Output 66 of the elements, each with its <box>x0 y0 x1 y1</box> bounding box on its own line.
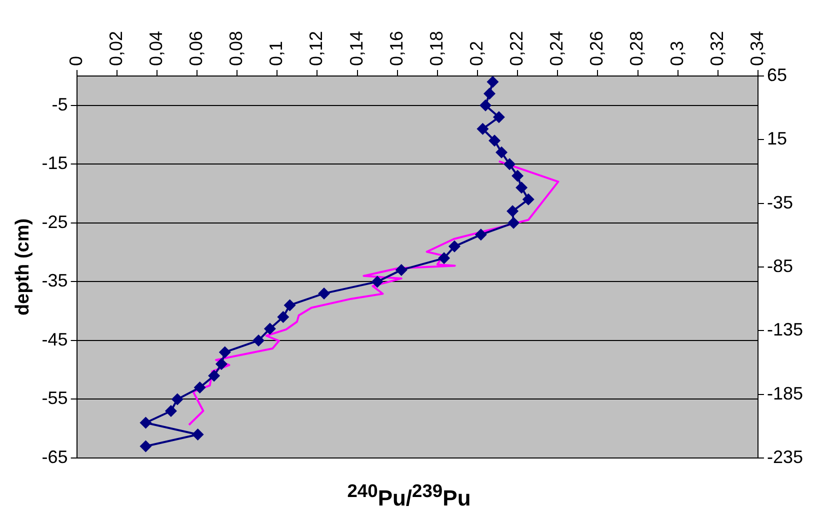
y-axis-title: depth (cm) <box>12 218 34 316</box>
point <box>438 252 450 264</box>
x-tick-label: 0,32 <box>706 30 727 66</box>
point <box>395 264 408 276</box>
x-tick-label: 0,14 <box>346 30 366 66</box>
point <box>476 122 489 135</box>
x-tick-label: 0,28 <box>626 30 647 66</box>
x-tick-label: 0,08 <box>226 30 246 66</box>
point <box>208 370 220 382</box>
point <box>504 158 516 170</box>
x-tick-label: 0 <box>66 56 86 66</box>
x-tick-label: 0,18 <box>426 30 446 66</box>
y2-tick-label: -35 <box>766 192 793 212</box>
point <box>192 428 204 440</box>
point <box>371 276 384 288</box>
y-tick-label: -5 <box>52 94 68 114</box>
y-tick-label: -45 <box>42 329 68 350</box>
x-tick-label: 0,34 <box>746 30 767 66</box>
point <box>522 193 534 206</box>
point <box>264 322 276 335</box>
x-tick-label: 0,04 <box>146 30 166 66</box>
point <box>516 182 528 194</box>
point <box>277 310 290 323</box>
y2-tick-label: -185 <box>766 383 804 404</box>
y2-tick-label: 15 <box>766 128 788 149</box>
point <box>480 99 492 112</box>
x-tick-label: 0,24 <box>546 30 567 66</box>
x-tick-label: 0,12 <box>306 30 326 66</box>
point <box>171 393 184 406</box>
y2-tick-label: 65 <box>766 64 788 85</box>
point <box>218 346 231 358</box>
point <box>512 170 524 182</box>
x-tick-label: 0,22 <box>506 30 527 66</box>
point <box>284 299 296 312</box>
y2-tick-label: -85 <box>766 256 793 276</box>
x-tick-label: 0,06 <box>186 30 206 66</box>
y-tick-label: -25 <box>42 212 68 232</box>
y2-tick-label: -235 <box>766 446 804 467</box>
x-tick-label: 0,16 <box>386 30 406 66</box>
point <box>474 228 487 241</box>
y-tick-label: -35 <box>42 270 68 291</box>
x-axis-title: $^{240}$Pu/$^{239}$Pu <box>346 480 472 511</box>
point <box>496 146 508 158</box>
x-tick-label: 0,26 <box>586 30 607 66</box>
y-tick-label: -65 <box>42 446 68 467</box>
y2-tick-label: -135 <box>766 320 804 340</box>
x-tick-label: 0,3 <box>666 40 687 66</box>
point <box>448 240 460 252</box>
x-tick-label: 0,02 <box>106 30 126 66</box>
point <box>252 334 265 346</box>
point <box>140 440 152 452</box>
point <box>506 205 519 218</box>
point <box>215 358 228 370</box>
x-tick-label: 0,1 <box>266 40 286 66</box>
point <box>484 88 496 100</box>
y-tick-label: -15 <box>42 153 68 174</box>
point <box>488 134 501 147</box>
point <box>486 76 499 88</box>
x-tick-label: 0,2 <box>466 40 486 66</box>
point <box>164 404 177 417</box>
point <box>318 287 330 300</box>
point <box>508 216 520 229</box>
point <box>140 416 152 429</box>
y-tick-label: -55 <box>42 388 68 408</box>
point <box>492 111 505 124</box>
point <box>194 381 206 394</box>
